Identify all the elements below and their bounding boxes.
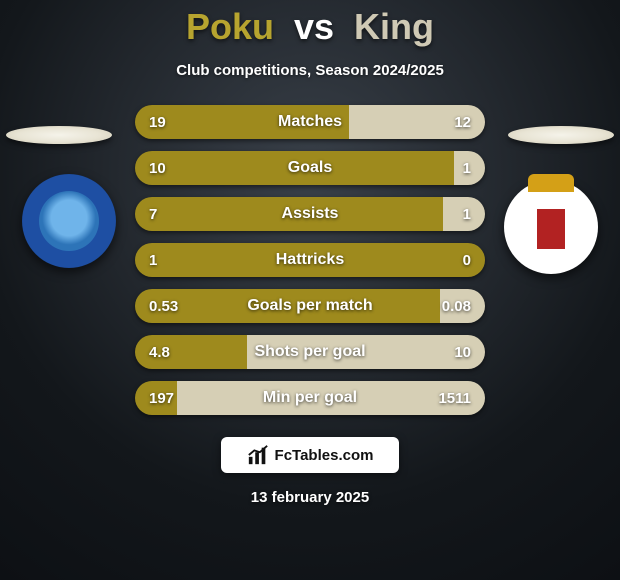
stat-right-value: 1 [449, 197, 485, 231]
stat-row: Matches1912 [135, 105, 485, 139]
ellipse-decor-left [6, 126, 112, 144]
stat-right-value: 1511 [424, 381, 485, 415]
date-text: 13 february 2025 [0, 489, 620, 506]
fctables-text: FcTables.com [275, 447, 374, 464]
stat-left-value: 10 [135, 151, 180, 185]
stat-left-value: 7 [135, 197, 171, 231]
stat-left-fill [135, 151, 454, 185]
comparison-title: Poku vs King [0, 0, 620, 48]
stat-row: Min per goal1971511 [135, 381, 485, 415]
player2-name: King [354, 6, 434, 47]
stat-right-value: 0.08 [428, 289, 485, 323]
stat-right-value: 0 [449, 243, 485, 277]
stat-left-value: 0.53 [135, 289, 192, 323]
vs-label: vs [294, 6, 334, 47]
stat-row: Goals per match0.530.08 [135, 289, 485, 323]
stat-row: Goals101 [135, 151, 485, 185]
stat-row: Shots per goal4.810 [135, 335, 485, 369]
stat-left-fill [135, 243, 485, 277]
club-crest-right [504, 180, 598, 274]
fctables-badge: FcTables.com [221, 437, 399, 473]
subtitle: Club competitions, Season 2024/2025 [0, 62, 620, 79]
stat-right-value: 10 [440, 335, 485, 369]
stat-bars-container: Matches1912Goals101Assists71Hattricks10G… [135, 105, 485, 415]
stat-left-value: 19 [135, 105, 180, 139]
stat-left-value: 1 [135, 243, 171, 277]
crest-left-inner [39, 191, 99, 251]
club-crest-left [22, 174, 116, 268]
ellipse-decor-right [508, 126, 614, 144]
stat-left-value: 4.8 [135, 335, 184, 369]
stat-right-value: 12 [440, 105, 485, 139]
player1-name: Poku [186, 6, 274, 47]
stat-right-value: 1 [449, 151, 485, 185]
stat-left-value: 197 [135, 381, 188, 415]
crest-right-inner [518, 190, 584, 264]
stat-row: Hattricks10 [135, 243, 485, 277]
chart-icon [247, 444, 269, 466]
stat-left-fill [135, 197, 443, 231]
stat-row: Assists71 [135, 197, 485, 231]
